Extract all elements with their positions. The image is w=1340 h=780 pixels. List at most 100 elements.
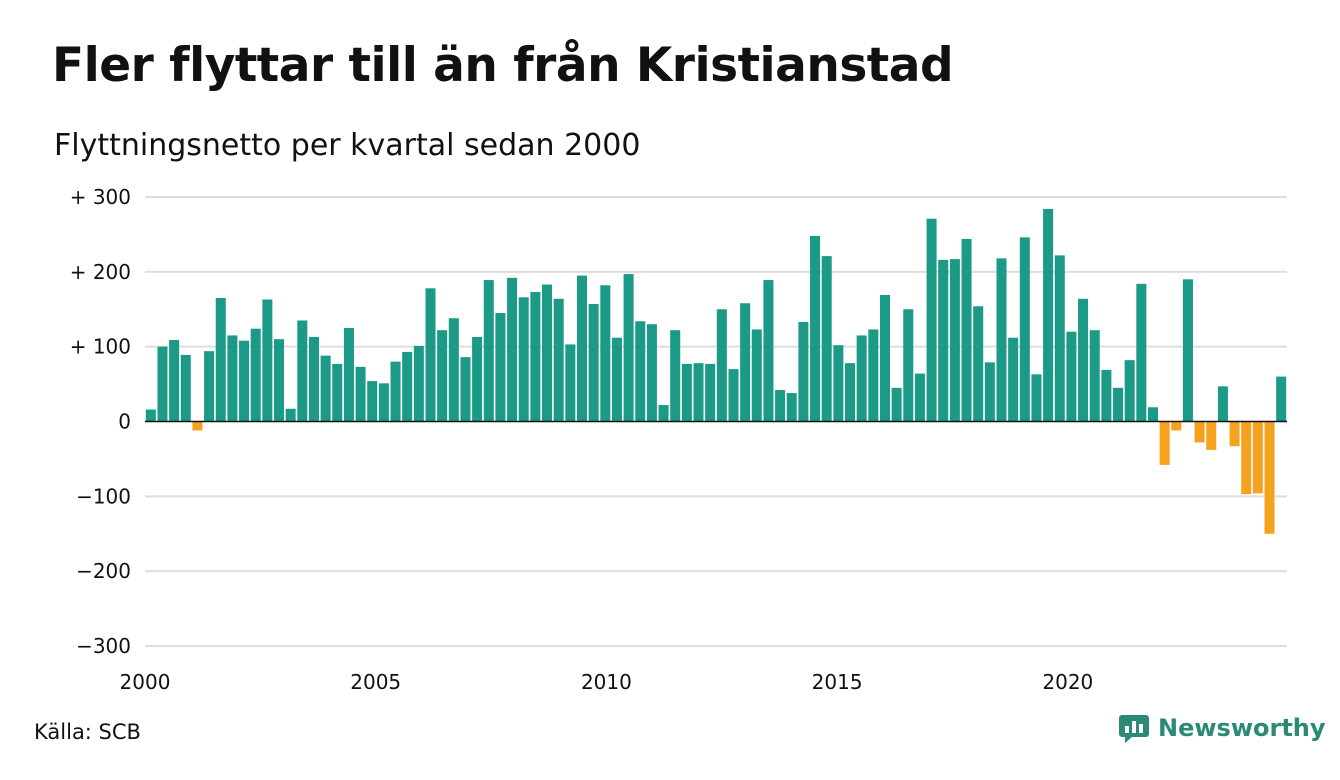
bar <box>949 259 960 422</box>
bar <box>763 280 774 422</box>
bar <box>751 329 762 422</box>
bar <box>1066 331 1077 422</box>
bar <box>239 340 250 422</box>
bar <box>553 298 564 422</box>
bar <box>460 357 471 422</box>
bar <box>984 362 995 422</box>
chart-title: Fler flyttar till än från Kristianstad <box>52 38 954 93</box>
bar <box>1101 369 1112 422</box>
source-note: Källa: SCB <box>34 720 141 744</box>
y-tick-label: + 300 <box>70 185 131 209</box>
bar <box>646 324 657 422</box>
bar <box>169 339 180 422</box>
bar <box>635 321 646 422</box>
bar <box>530 292 541 422</box>
bar <box>565 344 576 422</box>
x-tick-label: 2015 <box>812 670 863 694</box>
bar <box>1019 237 1030 422</box>
bar <box>798 321 809 422</box>
bar <box>611 337 622 422</box>
bar <box>1252 421 1263 494</box>
bar <box>308 336 319 422</box>
bar <box>740 303 751 422</box>
bar <box>227 335 238 422</box>
bar <box>437 330 448 422</box>
bar <box>425 288 436 422</box>
bar <box>658 405 669 422</box>
y-tick-label: + 200 <box>70 260 131 284</box>
bar <box>285 408 296 422</box>
bar <box>786 393 797 422</box>
bar <box>996 258 1007 422</box>
bar <box>1136 283 1147 422</box>
bar <box>821 256 832 422</box>
bar <box>728 369 739 422</box>
bar <box>693 363 704 422</box>
x-tick-label: 2000 <box>120 670 171 694</box>
bar <box>1043 208 1054 422</box>
y-tick-label: −300 <box>76 634 131 658</box>
bar <box>542 284 553 422</box>
bar <box>1031 374 1042 422</box>
bar <box>495 312 506 422</box>
bar <box>705 363 716 422</box>
bar <box>402 351 413 422</box>
bar <box>297 320 308 422</box>
bar <box>1276 376 1287 422</box>
bar <box>1229 421 1240 447</box>
bars <box>145 208 1287 534</box>
bar <box>448 318 459 422</box>
bar <box>367 381 378 422</box>
y-axis-labels: + 300 + 200 + 100 0 −100 −200 −300 <box>70 185 131 658</box>
bar <box>845 363 856 422</box>
bar <box>472 336 483 422</box>
y-tick-label: −100 <box>76 484 131 508</box>
bar <box>1241 421 1252 495</box>
bar <box>926 218 937 422</box>
bar <box>938 259 949 422</box>
bar <box>879 295 890 422</box>
x-axis-labels: 2000 2005 2010 2015 2020 <box>120 670 1094 694</box>
bar <box>868 329 879 422</box>
bar <box>262 299 273 422</box>
bar <box>320 355 331 422</box>
bar <box>833 345 844 422</box>
bar <box>600 285 611 422</box>
brand-logo[interactable]: Newsworthy <box>1118 712 1326 744</box>
bar <box>1008 337 1019 422</box>
bar <box>891 387 902 422</box>
bar <box>204 351 215 422</box>
bar <box>378 383 389 422</box>
bar <box>1113 387 1124 422</box>
bar <box>1078 298 1089 422</box>
bar <box>413 345 424 422</box>
y-tick-label: + 100 <box>70 335 131 359</box>
bar <box>856 335 867 422</box>
bar <box>1089 330 1100 422</box>
bar <box>180 354 191 422</box>
bar <box>1264 421 1275 534</box>
newsworthy-logo-icon <box>1119 715 1149 743</box>
bar <box>681 363 692 422</box>
y-tick-label: 0 <box>118 410 131 434</box>
bar <box>274 339 285 422</box>
bar <box>903 309 914 422</box>
x-tick-label: 2005 <box>350 670 401 694</box>
bar <box>576 275 587 422</box>
bar <box>1194 421 1205 443</box>
bar <box>343 327 354 422</box>
bar <box>1182 279 1193 422</box>
bar <box>215 298 226 422</box>
bar <box>1217 386 1228 422</box>
bar <box>507 277 518 422</box>
bar <box>390 361 401 422</box>
bar <box>1159 421 1170 465</box>
bar <box>518 297 529 422</box>
bar <box>623 274 634 422</box>
y-tick-label: −200 <box>76 559 131 583</box>
bar <box>355 366 366 422</box>
bar <box>810 235 821 422</box>
bar <box>332 363 343 422</box>
bar <box>250 328 261 422</box>
bar <box>961 238 972 422</box>
